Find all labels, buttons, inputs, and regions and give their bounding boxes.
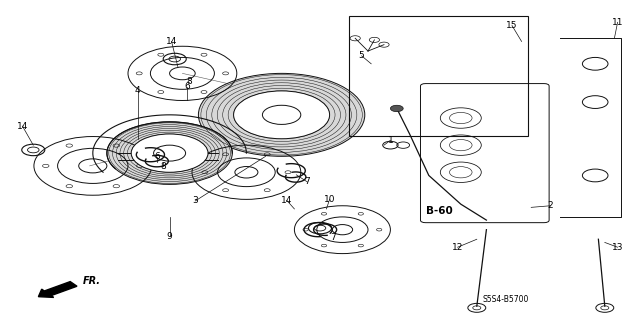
FancyArrow shape: [38, 282, 77, 297]
Text: 10: 10: [324, 195, 335, 204]
Text: 7: 7: [305, 177, 310, 186]
Text: 8: 8: [161, 162, 166, 171]
Text: 6: 6: [154, 152, 159, 161]
Bar: [349, 16, 528, 136]
Text: 14: 14: [166, 37, 177, 46]
FancyArrow shape: [118, 153, 211, 160]
Text: 13: 13: [612, 243, 623, 252]
Text: 14: 14: [17, 122, 28, 130]
Text: 9: 9: [167, 232, 172, 241]
Text: 14: 14: [281, 196, 292, 205]
Text: 3: 3: [193, 197, 198, 205]
Text: B-60: B-60: [426, 205, 452, 216]
Text: 8: 8: [186, 77, 191, 86]
Text: FR.: FR.: [83, 276, 101, 286]
Text: 1: 1: [388, 136, 393, 145]
Text: 12: 12: [452, 243, 463, 252]
Text: 5: 5: [359, 51, 364, 60]
Text: 2: 2: [548, 201, 553, 210]
Circle shape: [131, 134, 208, 172]
Text: 6: 6: [184, 82, 189, 91]
Text: S5S4-B5700: S5S4-B5700: [483, 295, 529, 304]
Circle shape: [234, 91, 330, 139]
Circle shape: [198, 73, 365, 156]
Circle shape: [107, 122, 232, 184]
Circle shape: [390, 105, 403, 112]
Text: 7: 7: [330, 233, 335, 242]
Text: 11: 11: [612, 18, 623, 27]
Text: 4: 4: [135, 86, 140, 95]
Text: 15: 15: [506, 21, 518, 30]
